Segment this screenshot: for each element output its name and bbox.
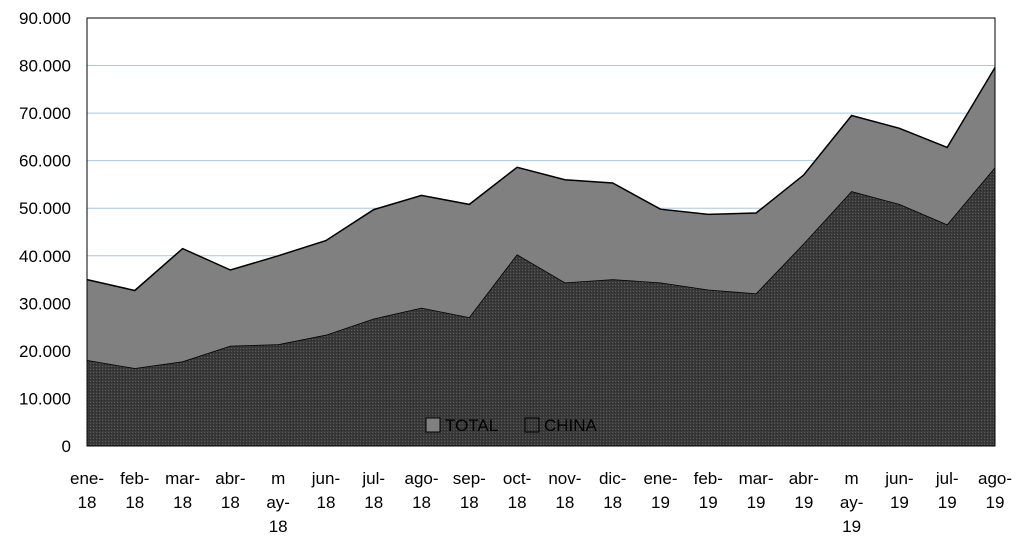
x-tick-label: mar-18 xyxy=(165,469,200,512)
legend-label-china: CHINA xyxy=(544,416,598,435)
x-tick-label: ene-18 xyxy=(70,469,104,512)
legend-swatch-china xyxy=(524,417,540,433)
x-tick-label: jul-19 xyxy=(935,469,959,512)
y-tick-label: 90.000 xyxy=(19,9,71,28)
x-tick-label: mar-19 xyxy=(739,469,774,512)
x-tick-label: jul-18 xyxy=(361,469,385,512)
x-tick-labels: ene-18 feb-18 mar-18 abr-18 m ay-18 jun-18 jul-… xyxy=(70,469,1012,536)
x-tick-label: nov-18 xyxy=(548,469,581,512)
y-tick-label: 60.000 xyxy=(19,152,71,171)
y-tick-label: 0 xyxy=(62,437,71,456)
series-line-china xyxy=(86,167,996,369)
legend: TOTAL CHINA xyxy=(425,416,598,435)
x-tick-label: jun-19 xyxy=(884,469,913,512)
y-tick-labels: 0 10.000 20.000 30.000 40.000 50.000 60.000 70.… xyxy=(19,9,71,456)
series-areas xyxy=(86,67,996,447)
x-tick-label: ene-19 xyxy=(643,469,677,512)
axes xyxy=(86,17,996,447)
x-tick-label: feb-19 xyxy=(694,469,723,512)
series-line-total xyxy=(86,67,996,292)
legend-label-total: TOTAL xyxy=(445,416,498,435)
y-tick-label: 50.000 xyxy=(19,199,71,218)
x-tick-label: oct-18 xyxy=(503,469,531,512)
plot-frame xyxy=(86,17,996,447)
series-area-china xyxy=(87,167,995,447)
x-tick-label: jun-18 xyxy=(311,469,340,512)
legend-swatch-total xyxy=(425,417,441,433)
x-tick-label: abr-18 xyxy=(215,469,245,512)
y-tick-label: 80.000 xyxy=(19,57,71,76)
x-tick-label: ago-19 xyxy=(978,469,1012,512)
y-tick-label: 70.000 xyxy=(19,104,71,123)
x-tick-label: ago-18 xyxy=(405,469,439,512)
y-tick-label: 20.000 xyxy=(19,342,71,361)
x-tick-label: m ay-18 xyxy=(266,469,290,536)
x-tick-label: feb-18 xyxy=(120,469,149,512)
y-tick-label: 30.000 xyxy=(19,294,71,313)
x-tick-label: abr-19 xyxy=(789,469,819,512)
x-tick-label: m ay-19 xyxy=(840,469,864,536)
x-tick-label: sep-18 xyxy=(453,469,486,512)
y-tick-label: 10.000 xyxy=(19,389,71,408)
y-tick-label: 40.000 xyxy=(19,247,71,266)
x-tick-label: dic-18 xyxy=(599,469,626,512)
